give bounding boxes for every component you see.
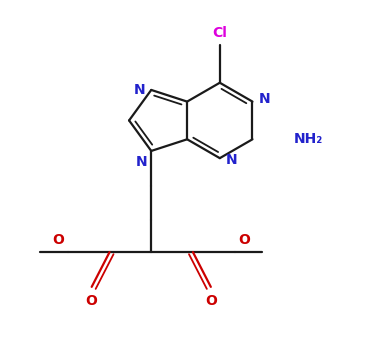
Text: O: O	[52, 233, 64, 247]
Text: O: O	[86, 294, 98, 308]
Text: Cl: Cl	[212, 26, 227, 40]
Text: O: O	[239, 233, 251, 247]
Text: NH₂: NH₂	[294, 132, 323, 146]
Text: N: N	[134, 83, 145, 97]
Text: N: N	[135, 155, 147, 169]
Text: N: N	[226, 153, 237, 167]
Text: O: O	[205, 294, 217, 308]
Text: N: N	[259, 92, 270, 106]
